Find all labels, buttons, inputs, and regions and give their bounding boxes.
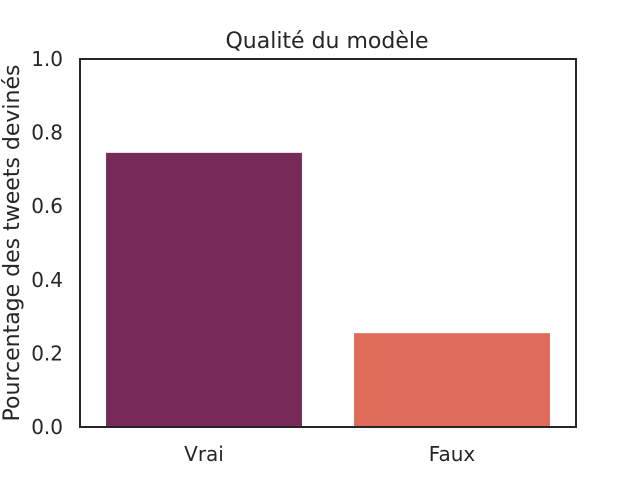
x-tick-label-faux: Faux <box>429 442 476 466</box>
x-tick-label-vrai: Vrai <box>184 442 224 466</box>
x-ticks-layer: Vrai Faux <box>184 442 475 466</box>
plot-frame <box>79 58 577 428</box>
y-ticks-layer: 0.0 0.2 0.4 0.6 0.8 1.0 <box>31 47 63 439</box>
y-tick-label-5: 1.0 <box>31 47 63 71</box>
bars-layer <box>106 152 550 427</box>
y-tick-label-1: 0.2 <box>31 341 63 365</box>
chart-title: Qualité du modèle <box>225 29 428 54</box>
bar-vrai <box>106 152 302 427</box>
y-tick-label-0: 0.0 <box>31 415 63 439</box>
y-tick-label-2: 0.4 <box>31 268 63 292</box>
bar-faux <box>354 333 550 427</box>
y-tick-label-3: 0.6 <box>31 194 63 218</box>
y-axis-label: Pourcentage des tweets devinés <box>0 65 25 422</box>
y-tick-label-4: 0.8 <box>31 121 63 145</box>
